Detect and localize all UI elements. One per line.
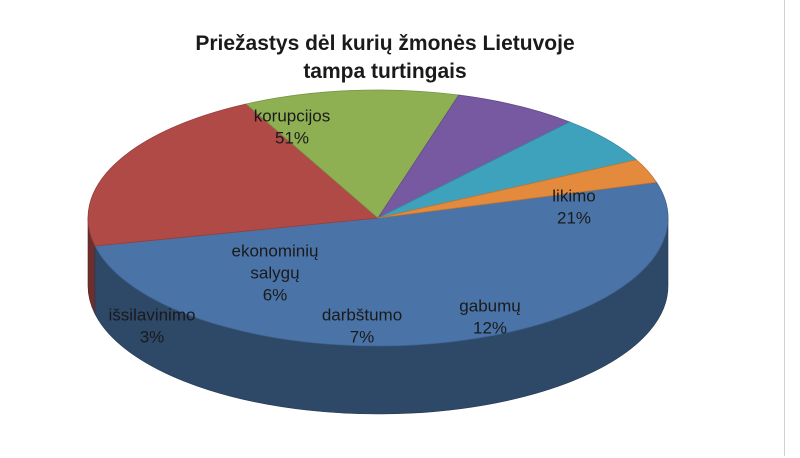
slice-label-darbstumo: darbštumo: [322, 305, 402, 324]
chart-title-line-1: Priežastys dėl kurių žmonės Lietuvoje: [195, 32, 575, 55]
pie-labels: korupcijos 51% likimo 21% gabumų 12% darbštumo…: [109, 106, 596, 346]
pie-slice-korupcijos: [94, 181, 669, 347]
chart-title: Priežastys dėl kurių žmonės Lietuvoje ta…: [0, 30, 770, 86]
pie-slice-gabumu: [245, 89, 460, 219]
slice-value-korupcijos: 51%: [275, 128, 309, 147]
slice-value-issilavinimo: 3%: [140, 327, 165, 346]
slice-label-likimo: likimo: [552, 186, 595, 205]
chart-frame: [784, 0, 785, 456]
slice-label-issilavinimo: išsilavinimo: [109, 305, 196, 324]
slice-value-gabumu: 12%: [473, 318, 507, 337]
chart-title-line-2: tampa turtingais: [303, 60, 467, 83]
slice-label-ekonominiu-salygu: ekonominių: [232, 241, 319, 260]
slice-label-gabumu: gabumų: [459, 296, 520, 315]
pie-slice-issilavinimo: [377, 159, 658, 219]
pie-slice-likimo: [87, 103, 379, 247]
slice-value-likimo: 21%: [557, 208, 591, 227]
slice-value-ekonominiu-salygu: 6%: [263, 285, 288, 304]
slice-label-ekonominiu-salygu: salygų: [250, 263, 299, 282]
slice-value-darbstumo: 7%: [350, 327, 375, 346]
pie-slice-darbstumo: [376, 94, 571, 220]
pie-tops: [87, 89, 669, 347]
slice-label-korupcijos: korupcijos: [254, 106, 331, 125]
